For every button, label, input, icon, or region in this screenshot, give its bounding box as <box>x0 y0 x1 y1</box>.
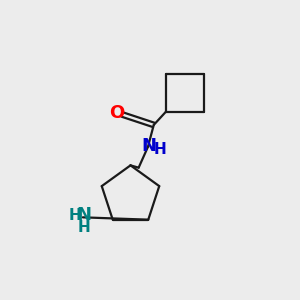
Text: H: H <box>78 220 90 235</box>
Text: H: H <box>154 142 166 157</box>
Text: N: N <box>141 137 156 155</box>
Text: H: H <box>68 208 81 223</box>
Text: O: O <box>110 104 125 122</box>
Text: N: N <box>76 206 92 224</box>
